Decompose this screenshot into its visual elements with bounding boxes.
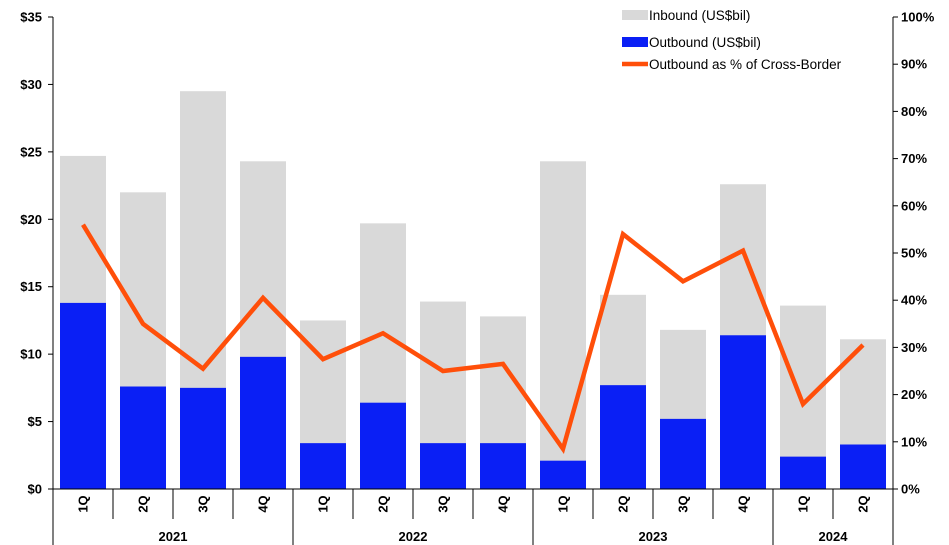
- year-group-label: 2022: [399, 529, 428, 544]
- right-tick-label: 10%: [901, 434, 927, 449]
- right-tick-label: 70%: [901, 151, 927, 166]
- right-tick-label: 0%: [901, 482, 920, 497]
- left-tick-label: $30: [20, 77, 42, 92]
- right-tick-label: 40%: [901, 293, 927, 308]
- category-label: 3Q: [676, 495, 691, 512]
- outbound-bar: [660, 418, 706, 489]
- axes-layer: $0 $5 $10 $15 $20 $25 $30 $35 0% 10% 20% 30% 40% 50% 6…: [20, 10, 935, 545]
- category-label: 3Q: [196, 495, 211, 512]
- inbound-bar: [540, 161, 586, 489]
- year-group-label: 2024: [819, 529, 849, 544]
- outbound-bar: [840, 444, 886, 489]
- left-tick-label: $10: [20, 347, 42, 362]
- outbound-bar: [600, 385, 646, 489]
- category-label: 2Q: [856, 495, 871, 512]
- right-tick-label: 100%: [901, 10, 935, 25]
- left-tick-label: $0: [28, 482, 42, 497]
- outbound-bar: [720, 335, 766, 489]
- outbound-bar: [120, 386, 166, 489]
- legend-swatch-bar: [622, 10, 648, 20]
- category-label: 4Q: [496, 495, 511, 512]
- legend-label: Inbound (US$bil): [649, 8, 750, 23]
- outbound-bar: [780, 456, 826, 489]
- left-tick-label: $15: [20, 279, 42, 294]
- right-tick-label: 20%: [901, 387, 927, 402]
- right-tick-label: 30%: [901, 340, 927, 355]
- legend-label: Outbound (US$bil): [649, 35, 761, 50]
- outbound-bar: [180, 387, 226, 489]
- left-tick-label: $35: [20, 10, 42, 25]
- right-tick-label: 90%: [901, 57, 927, 72]
- legend: Inbound (US$bil) Outbound (US$bil) Outboun…: [622, 8, 842, 72]
- outbound-bar: [540, 460, 586, 489]
- outbound-bar: [60, 302, 106, 489]
- legend-label: Outbound as % of Cross-Border: [649, 57, 842, 72]
- category-label: 1Q: [796, 495, 811, 512]
- category-label: 4Q: [736, 495, 751, 512]
- category-label: 4Q: [256, 495, 271, 512]
- year-group-label: 2023: [639, 529, 668, 544]
- outbound-bar: [360, 402, 406, 489]
- category-label: 2Q: [616, 495, 631, 512]
- right-tick-label: 60%: [901, 198, 927, 213]
- category-label: 2Q: [136, 495, 151, 512]
- right-tick-label: 50%: [901, 246, 927, 261]
- bars-layer: [60, 91, 886, 490]
- left-tick-label: $20: [20, 212, 42, 227]
- outbound-bar: [240, 356, 286, 489]
- category-label: 1Q: [316, 495, 331, 512]
- category-label: 1Q: [556, 495, 571, 512]
- legend-swatch-bar: [622, 37, 648, 47]
- line-layer: [81, 223, 865, 455]
- right-tick-label: 80%: [901, 104, 927, 119]
- category-label: 2Q: [376, 495, 391, 512]
- year-group-label: 2021: [159, 529, 188, 544]
- outbound-bar: [420, 443, 466, 489]
- outbound-bar: [480, 443, 526, 489]
- left-tick-label: $25: [20, 144, 42, 159]
- category-label: 1Q: [76, 495, 91, 512]
- left-tick-label: $5: [28, 414, 42, 429]
- outbound-bar: [300, 443, 346, 489]
- category-label: 3Q: [436, 495, 451, 512]
- outbound-pct-line: [81, 223, 865, 455]
